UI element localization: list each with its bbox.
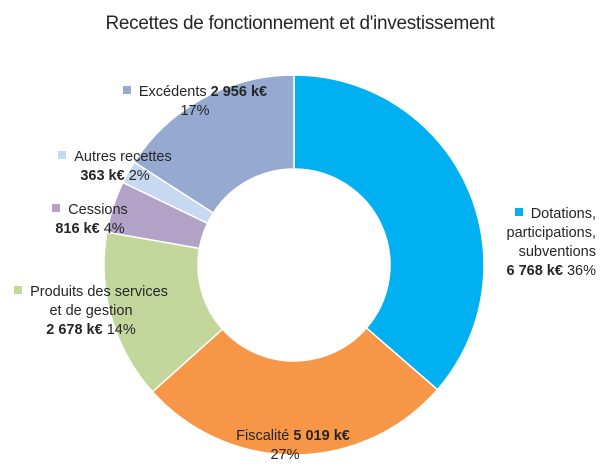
legend-swatch-autres [58, 151, 67, 160]
label-cessions-value: 816 k€ [55, 221, 100, 237]
label-dotations-value: 6 768 k€ [506, 263, 563, 279]
label-autres-name: Autres recettes [74, 149, 172, 165]
label-autres: Autres recettes 363 k€ 2% [40, 148, 190, 186]
label-excedents-percent: 17% [180, 103, 210, 119]
legend-swatch-produits [14, 286, 23, 295]
chart-title: Recettes de fonctionnement et d'investis… [105, 13, 495, 34]
label-excedents-value: 2 956 k€ [210, 84, 268, 100]
label-cessions: Cessions 816 k€ 4% [30, 201, 150, 239]
label-fiscalite-percent: 27% [270, 447, 300, 463]
label-fiscalite: Fiscalité 5 019 k€ 27% [200, 427, 370, 465]
label-autres-percent: 2% [128, 168, 150, 184]
label-dotations-line3: subventions [518, 244, 596, 260]
label-produits-line2: et de gestion [49, 303, 133, 319]
legend-swatch-excedents [122, 86, 131, 95]
label-autres-value: 363 k€ [80, 168, 125, 184]
label-excedents: Excédents 2 956 k€ 17% [100, 83, 290, 121]
label-dotations-percent: 36% [566, 263, 596, 279]
label-dotations-line2: participations, [506, 225, 596, 241]
label-cessions-percent: 4% [103, 221, 125, 237]
legend-swatch-dotations [514, 208, 523, 217]
legend-swatch-cessions [52, 204, 61, 213]
label-dotations: Dotations, participations, subventions 6… [472, 205, 596, 281]
slice-fiscalite [151, 326, 439, 456]
label-produits: Produits des services et de gestion 2 67… [2, 283, 180, 340]
legend-swatch-fiscalite [220, 430, 229, 439]
label-excedents-name: Excédents [138, 84, 207, 100]
label-cessions-name: Cessions [68, 202, 128, 218]
slice-excedents [133, 74, 295, 215]
label-fiscalite-value: 5 019 k€ [293, 428, 350, 444]
label-fiscalite-name: Fiscalité [236, 428, 290, 444]
label-produits-value: 2 678 k€ [46, 322, 103, 338]
label-produits-line1: Produits des services [30, 284, 168, 300]
label-dotations-line1: Dotations, [530, 206, 596, 222]
slice-dotations [293, 74, 485, 391]
label-produits-percent: 14% [106, 322, 136, 338]
